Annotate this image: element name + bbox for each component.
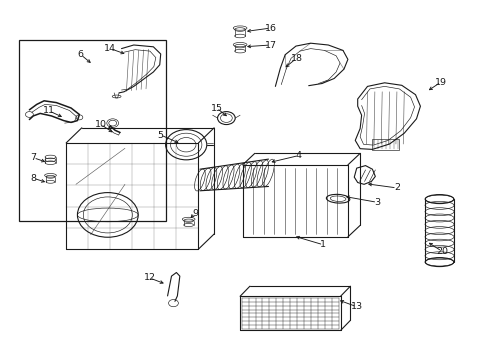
Text: 12: 12	[144, 274, 155, 282]
Bar	[372, 139, 399, 150]
Text: 2: 2	[394, 184, 400, 192]
Text: 17: 17	[265, 40, 276, 49]
Text: 14: 14	[104, 44, 116, 53]
Text: 4: 4	[296, 151, 302, 160]
Text: 6: 6	[78, 50, 84, 59]
Text: 10: 10	[95, 120, 106, 129]
Text: 13: 13	[351, 302, 363, 311]
Text: 9: 9	[192, 209, 198, 217]
Text: 11: 11	[43, 107, 55, 115]
Text: 3: 3	[374, 198, 380, 207]
Text: 1: 1	[320, 240, 326, 249]
Bar	[19, 40, 166, 221]
Text: 5: 5	[158, 130, 164, 139]
Text: 8: 8	[30, 174, 36, 183]
Text: 15: 15	[211, 104, 222, 112]
Text: 20: 20	[436, 247, 448, 256]
Text: 16: 16	[265, 23, 276, 32]
Text: 7: 7	[30, 153, 36, 162]
Text: 18: 18	[291, 54, 302, 63]
Text: 19: 19	[435, 77, 447, 86]
